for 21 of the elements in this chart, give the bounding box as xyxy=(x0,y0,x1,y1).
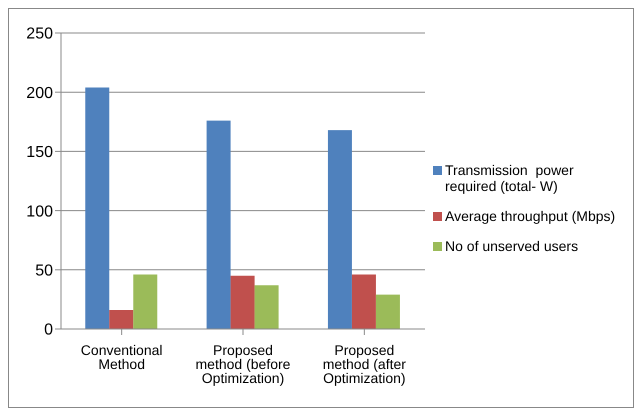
y-tick-label: 50 xyxy=(35,262,54,280)
bar xyxy=(109,310,134,329)
y-tick-label: 100 xyxy=(26,203,54,220)
legend-label: Average throughput (Mbps) xyxy=(445,208,616,224)
x-tick-label: Proposed method (before Optimization) xyxy=(196,342,291,386)
legend-label: No of unserved users xyxy=(445,238,578,254)
bar xyxy=(230,276,255,329)
bar xyxy=(376,294,400,329)
bar xyxy=(254,285,279,329)
legend-label: Transmission power required (total- W) xyxy=(445,162,575,194)
x-tick-label: Proposed method (after Optimization) xyxy=(322,342,406,386)
bar xyxy=(206,120,231,329)
y-tick-label: 250 xyxy=(26,26,54,43)
bar xyxy=(85,87,110,329)
y-tick-label: 150 xyxy=(26,144,54,162)
x-tick-label: Conventional Method xyxy=(80,342,163,372)
bar xyxy=(133,274,158,329)
bar xyxy=(328,130,352,329)
y-tick-label: 0 xyxy=(44,322,54,339)
y-tick-label: 200 xyxy=(26,84,54,102)
bar xyxy=(352,274,376,329)
